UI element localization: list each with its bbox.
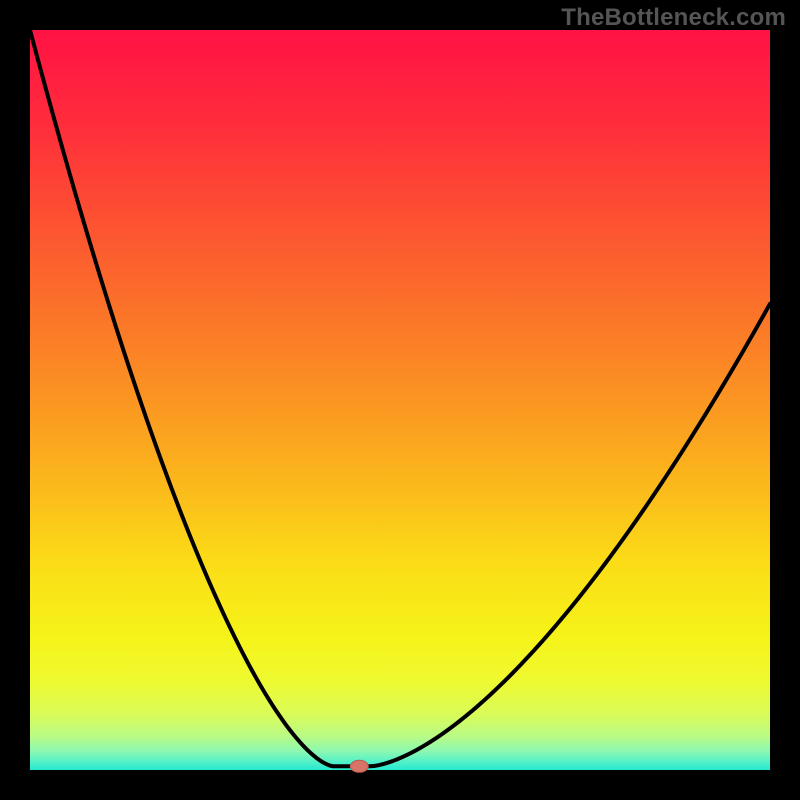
optimum-marker: [350, 760, 368, 772]
bottleneck-chart: [0, 0, 800, 800]
watermark-text: TheBottleneck.com: [561, 4, 786, 32]
chart-container: TheBottleneck.com: [0, 0, 800, 800]
